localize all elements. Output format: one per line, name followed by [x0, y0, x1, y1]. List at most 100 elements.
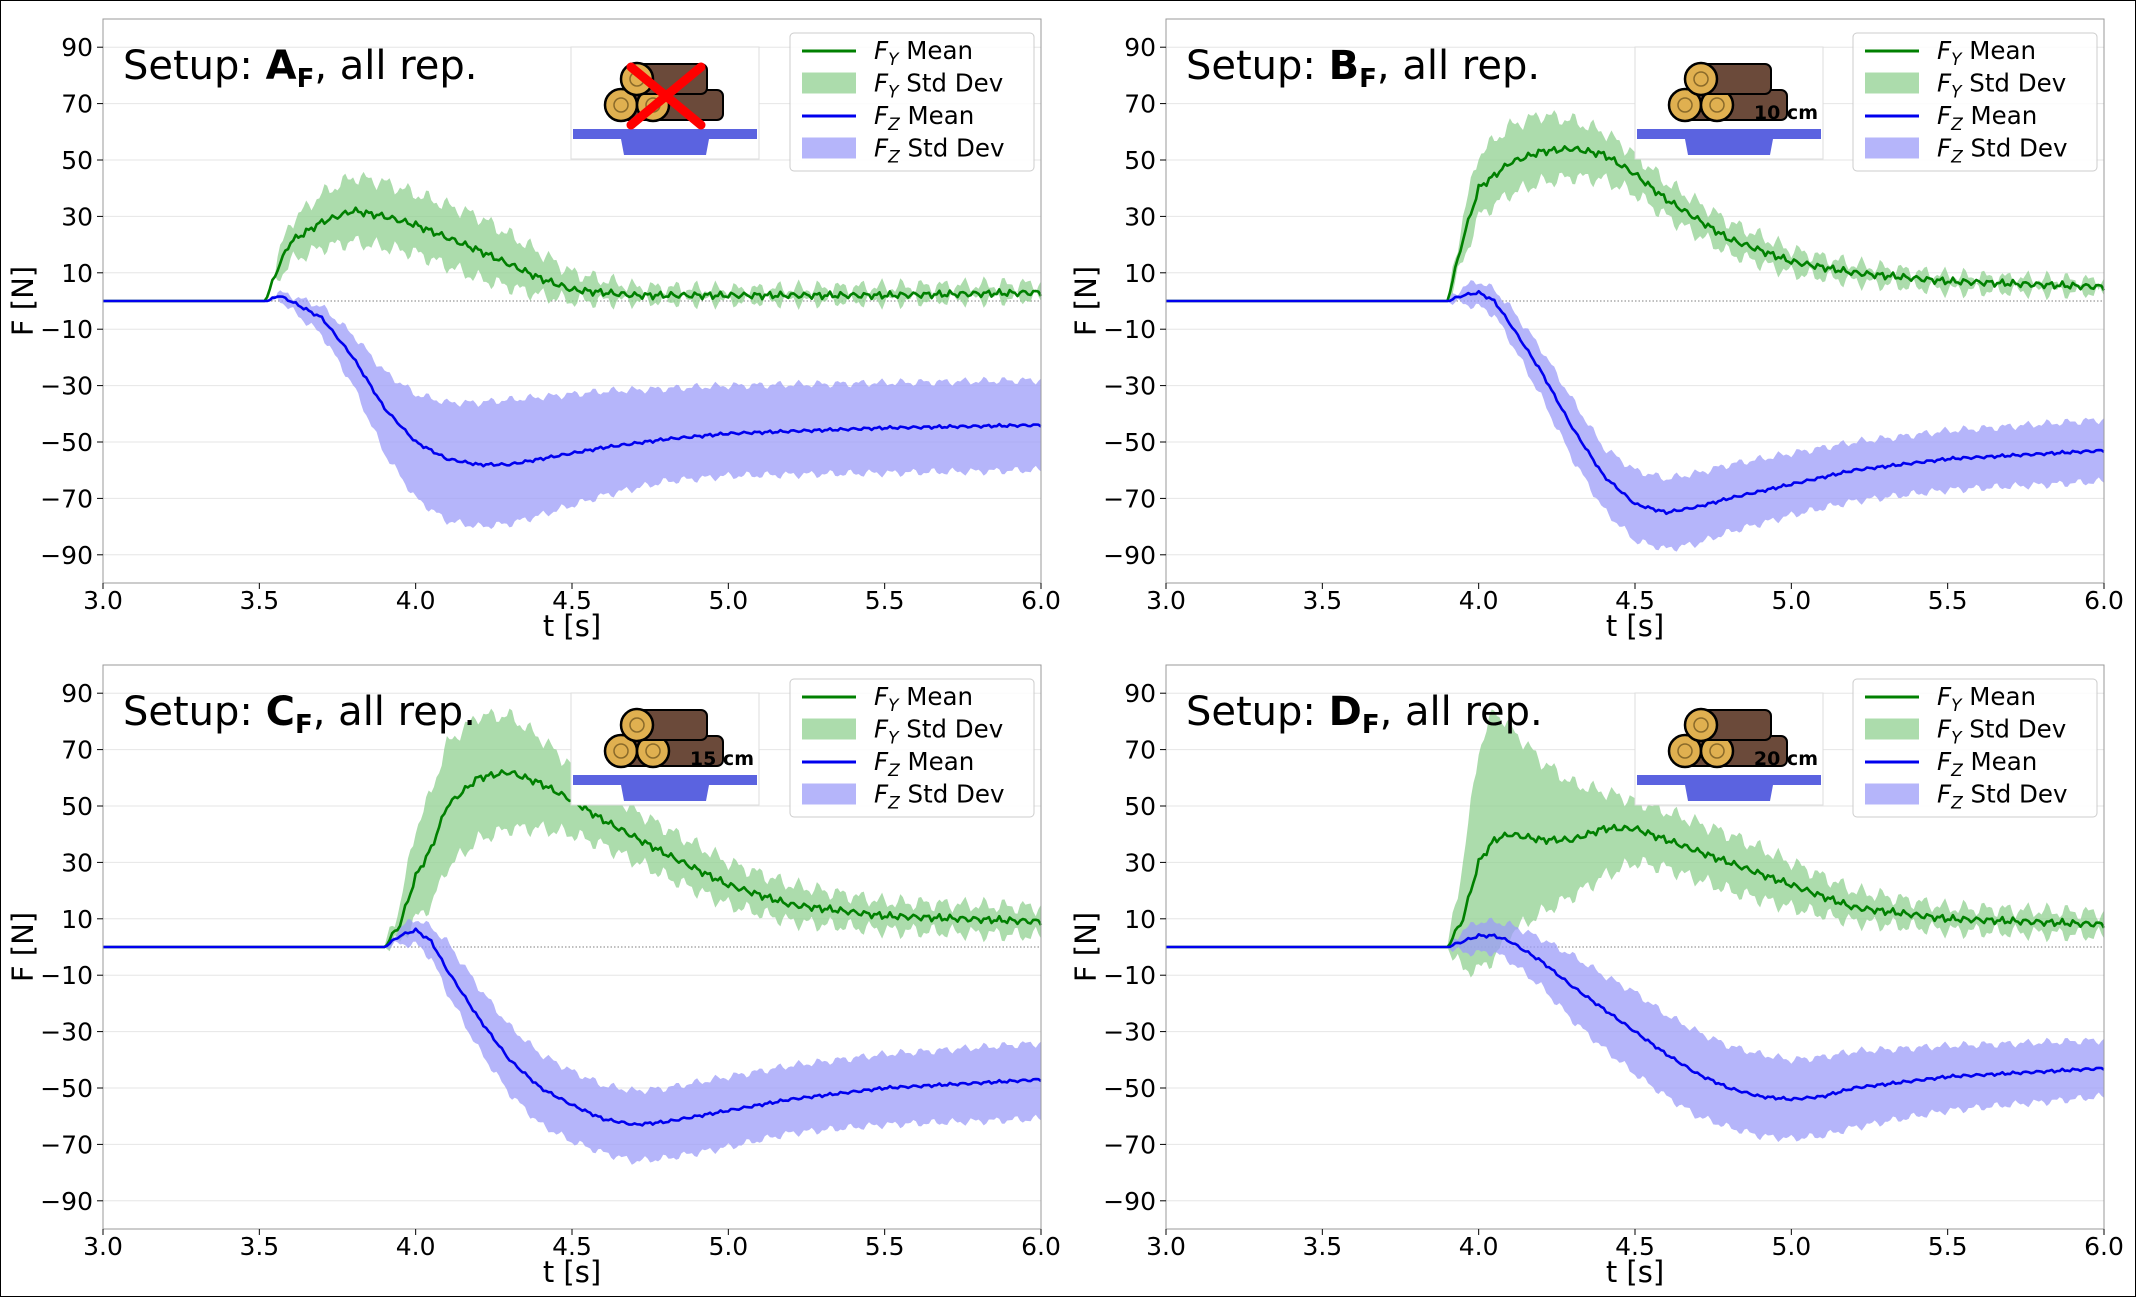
y-tick-label: −70 [1103, 1130, 1156, 1159]
x-tick-label: 3.0 [1146, 1232, 1186, 1261]
log-ring [613, 743, 629, 759]
panel-title: Setup: DF, all rep. [1186, 689, 1543, 740]
title-prefix: Setup: [123, 689, 266, 735]
x-tick-label: 4.5 [1615, 586, 1655, 615]
legend-entry: FZ Mean [1937, 101, 2037, 135]
fz-std-band [103, 919, 1041, 1165]
x-axis-label: t [s] [1606, 609, 1664, 643]
legend-subscript: Z [1950, 794, 1963, 814]
legend-entry: FY Std Dev [874, 69, 1003, 103]
log-ring [645, 743, 661, 759]
y-tick-label: −10 [1103, 961, 1156, 990]
title-suffix: , all rep. [1377, 43, 1540, 89]
legend-subscript: Y [1951, 696, 1963, 716]
legend-suffix: Mean [898, 36, 973, 65]
y-tick-label: 70 [1124, 736, 1156, 765]
legend-subscript: Z [887, 794, 900, 814]
legend-entry: FZ Std Dev [1937, 780, 2067, 814]
fz-mean-line [103, 927, 1042, 1127]
title-setup-letter: C [266, 689, 295, 735]
legend-subscript: Z [1950, 115, 1963, 135]
legend-swatch-patch [1865, 137, 1919, 159]
y-axis-label: F [N] [1069, 266, 1103, 336]
legend-suffix: Std Dev [900, 134, 1005, 163]
legend-suffix: Mean [898, 682, 973, 711]
fz-std-band [1166, 917, 2104, 1142]
force-plate [573, 129, 757, 139]
log-ring [613, 97, 629, 113]
fz-std-band [103, 290, 1041, 529]
x-tick-label: 5.5 [1928, 586, 1968, 615]
legend-frame [789, 32, 1035, 172]
y-axis-label: F [N] [6, 912, 40, 982]
legend-suffix: Mean [1963, 747, 2038, 776]
y-tick-label: −70 [40, 1130, 93, 1159]
legend-subscript: Z [887, 148, 900, 168]
x-tick-label: 5.0 [708, 586, 748, 615]
y-tick-label: 50 [61, 146, 93, 175]
y-tick-label: 90 [61, 33, 93, 62]
legend-suffix: Std Dev [1961, 69, 2066, 98]
y-tick-label: 50 [1124, 146, 1156, 175]
y-tick-label: −50 [1103, 428, 1156, 457]
title-suffix: , all rep. [314, 43, 477, 89]
thumbnail-label: 15 cm [690, 748, 754, 770]
title-suffix: , all rep. [313, 689, 476, 735]
y-tick-label: 50 [61, 792, 93, 821]
legend-suffix: Std Dev [1963, 134, 2068, 163]
panel-title: Setup: BF, all rep. [1186, 43, 1540, 94]
x-tick-label: 4.0 [396, 586, 436, 615]
y-tick-label: 30 [1124, 848, 1156, 877]
x-tick-label: 4.0 [1459, 586, 1499, 615]
setup-thumbnail-icon: 20 cm [1634, 692, 1824, 806]
log-ring [1709, 743, 1725, 759]
setup-thumbnail-icon: 10 cm [1634, 46, 1824, 160]
x-tick-label: 4.0 [396, 1232, 436, 1261]
log-ring [1693, 71, 1709, 87]
thumbnail-label: 20 cm [1754, 748, 1818, 770]
y-tick-label: −30 [1103, 1018, 1156, 1047]
y-tick-label: −10 [40, 315, 93, 344]
legend-symbol: F [1937, 682, 1952, 711]
y-tick-label: 50 [1124, 792, 1156, 821]
y-axis-label: F [N] [1069, 912, 1103, 982]
x-tick-label: 3.5 [239, 586, 279, 615]
legend-subscript: Z [887, 761, 900, 781]
fy-std-band [103, 171, 1041, 310]
x-tick-label: 5.0 [708, 1232, 748, 1261]
legend-symbol: F [1937, 69, 1952, 98]
legend-entry: FY Mean [874, 36, 973, 70]
chart-panel-d: 90 70 50 30 10 −10 −30 −50 −70 −90 3.0 3.5 4.0 4.5 5.0… [1069, 664, 2124, 1289]
y-tick-label: −90 [40, 1187, 93, 1216]
y-tick-label: 90 [1124, 679, 1156, 708]
title-prefix: Setup: [1186, 43, 1329, 89]
legend-subscript: Y [888, 696, 900, 716]
legend-entry: FZ Std Dev [874, 134, 1004, 168]
fy-std-band [103, 708, 1041, 952]
legend-entry: FZ Std Dev [874, 780, 1004, 814]
log-ring [1677, 97, 1693, 113]
x-tick-label: 3.0 [83, 586, 123, 615]
x-tick-label: 6.0 [1021, 1232, 1061, 1261]
title-subscript: F [1359, 64, 1377, 94]
legend-symbol: F [1937, 134, 1952, 163]
legend-subscript: Z [887, 115, 900, 135]
y-tick-label: 10 [61, 259, 93, 288]
x-tick-label: 4.5 [1615, 1232, 1655, 1261]
legend-symbol: F [874, 682, 889, 711]
y-tick-label: −30 [1103, 372, 1156, 401]
x-tick-label: 6.0 [2084, 1232, 2124, 1261]
x-tick-label: 4.0 [1459, 1232, 1499, 1261]
log-end [619, 707, 655, 743]
legend-suffix: Mean [1961, 682, 2036, 711]
x-tick-label: 3.5 [1302, 1232, 1342, 1261]
fz-mean-line [1166, 289, 2105, 516]
legend-swatch-patch [1865, 783, 1919, 805]
legend-subscript: Y [1951, 50, 1963, 70]
legend-subscript: Z [1950, 148, 1963, 168]
legend-suffix: Mean [900, 747, 975, 776]
x-tick-label: 5.0 [1771, 586, 1811, 615]
chart-panel-a: 90 70 50 30 10 −10 −30 −50 −70 −90 3.0 3.5 4.0 4.5 5.0… [6, 18, 1061, 643]
y-tick-label: −70 [1103, 484, 1156, 513]
